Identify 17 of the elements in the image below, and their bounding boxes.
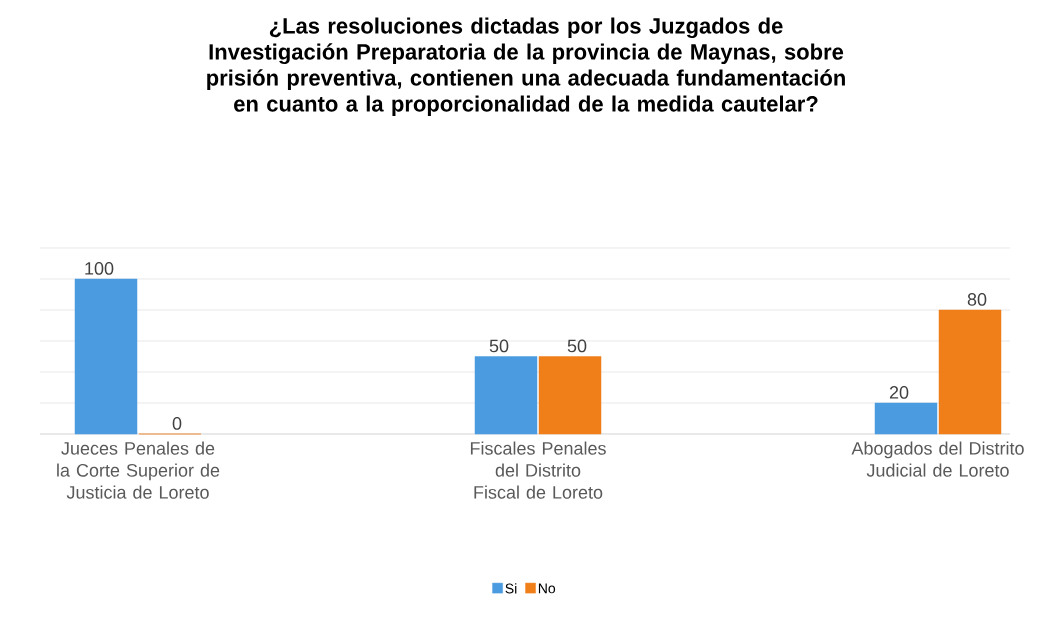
bar [938,309,1002,435]
bar [538,356,602,435]
data-label: 50 [567,339,587,353]
x-tick-label: Fiscales Penales del Distrito Fiscal de Loreto [470,441,606,499]
legend-label: No [538,583,556,594]
bar [474,356,538,435]
data-label: 50 [489,339,509,353]
chart-title: ¿Las resoluciones dictadas por los Juzgados de Investigación Preparatoria de la provincia de Maynas, sobre prisión preventiva, contienen una adecuada fundamentación en cuanto a la proporcionalidad de la medida cautelar? [207,17,845,117]
legend-label: Si [505,583,517,594]
data-label: 80 [967,293,987,306]
bar [874,402,938,435]
data-label: 0 [172,417,182,430]
x-tick-label: Jueces Penales de la Corte Superior de Justicia de Loreto [57,441,220,499]
bar [74,278,138,435]
x-tick-label: Abogados del Distrito Judicial de Loreto [851,441,1024,477]
data-label: 100 [85,262,114,275]
data-label: 20 [889,386,909,399]
